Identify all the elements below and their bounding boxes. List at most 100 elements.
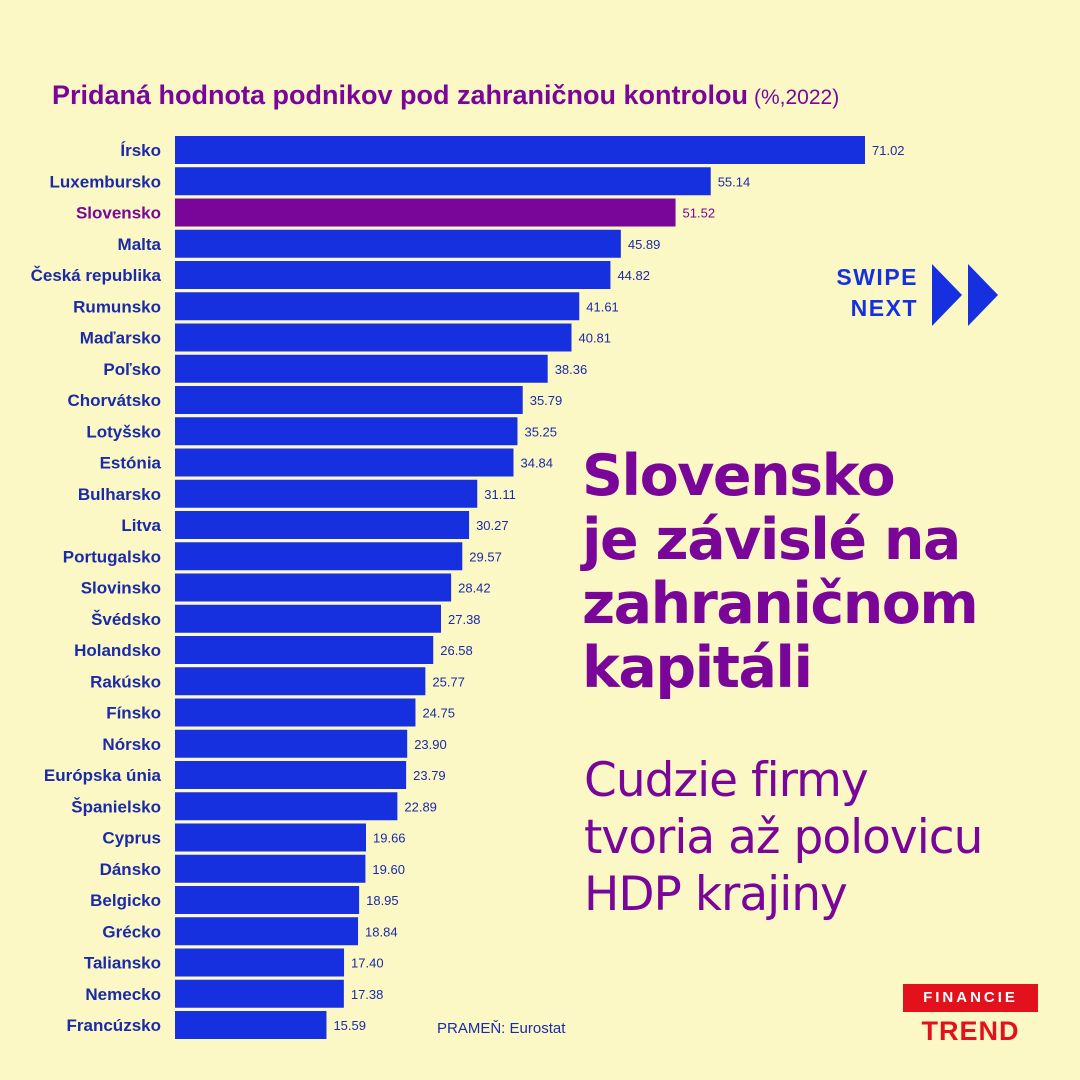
headline-line: Slovensko [582, 443, 896, 509]
swipe-label-line2: NEXT [850, 295, 918, 321]
value-label: 34.84 [520, 456, 553, 471]
value-label: 24.75 [422, 706, 455, 721]
category-label: Španielsko [71, 797, 161, 816]
bar-21 [175, 792, 398, 821]
value-label: 38.36 [555, 362, 588, 377]
subheadline-line: Cudzie firmy [584, 753, 869, 808]
value-label: 51.52 [683, 206, 716, 221]
brand-logo-top: FINANCIE [903, 984, 1038, 1012]
category-label: Poľsko [103, 360, 161, 379]
subheadline-line: HDP krajiny [584, 867, 848, 922]
category-label: Slovensko [76, 204, 161, 223]
category-label: Česká republika [31, 266, 162, 285]
bar-0 [175, 136, 865, 164]
category-label: Rumunsko [73, 297, 161, 316]
bar-7 [175, 354, 548, 383]
value-label: 35.25 [524, 424, 557, 439]
chart-unit: (%,2022) [754, 86, 840, 109]
headline-line: zahraničnom [582, 571, 979, 637]
value-label: 41.61 [586, 299, 619, 314]
bar-1 [175, 167, 711, 196]
headline-line: je závislé na [582, 507, 961, 573]
bar-22 [175, 823, 367, 852]
bar-17 [175, 667, 426, 696]
category-label: Švédsko [91, 610, 161, 629]
category-label: Portugalsko [63, 547, 161, 566]
bar-26 [175, 948, 345, 977]
value-label: 35.79 [530, 393, 563, 408]
bar-15 [175, 604, 442, 633]
category-label: Dánsko [100, 860, 161, 879]
value-label: 55.14 [718, 174, 751, 189]
category-label: Bulharsko [78, 485, 161, 504]
value-label: 23.90 [414, 737, 447, 752]
bar-28 [175, 1011, 327, 1039]
category-label: Maďarsko [80, 329, 161, 348]
value-label: 29.57 [469, 549, 502, 564]
value-label: 27.38 [448, 612, 481, 627]
value-label: 31.11 [484, 487, 516, 502]
bar-16 [175, 636, 434, 664]
category-label: Luxembursko [50, 172, 161, 191]
category-label: Belgicko [90, 891, 161, 910]
chart-title: Pridaná hodnota podnikov pod zahraničnou… [52, 80, 748, 110]
bar-14 [175, 573, 452, 602]
category-label: Slovinsko [81, 579, 161, 598]
bar-12 [175, 511, 470, 539]
bar-9 [175, 417, 518, 446]
bar-10 [175, 448, 514, 477]
subheadline-line: tvoria až polovicu [584, 810, 983, 865]
bar-27 [175, 979, 344, 1008]
value-label: 19.60 [372, 862, 405, 877]
value-label: 22.89 [404, 799, 437, 814]
value-label: 23.79 [413, 768, 446, 783]
bar-20 [175, 761, 407, 789]
value-label: 19.66 [373, 831, 406, 846]
value-label: 18.95 [366, 893, 399, 908]
category-label: Cyprus [102, 829, 161, 848]
value-label: 40.81 [578, 331, 611, 346]
bar-8 [175, 386, 523, 414]
swipe-label-line1: SWIPE [836, 264, 918, 290]
bar-24 [175, 886, 360, 914]
value-label: 44.82 [617, 268, 650, 283]
swipe-label: SWIPE NEXT [820, 262, 918, 324]
bar-18 [175, 698, 416, 727]
value-label: 71.02 [872, 143, 905, 158]
subheadline: Cudzie firmy tvoria až polovicu HDP kraj… [584, 752, 1054, 923]
value-label: 26.58 [440, 643, 473, 658]
category-label: Malta [118, 235, 162, 254]
category-label: Chorvátsko [67, 391, 161, 410]
value-label: 25.77 [432, 674, 465, 689]
value-label: 17.38 [351, 987, 384, 1002]
category-label: Rakúsko [90, 672, 161, 691]
source-note: PRAMEŇ: Eurostat [437, 1020, 566, 1037]
category-label: Grécko [102, 922, 161, 941]
category-label: Európska únia [44, 766, 162, 785]
category-label: Holandsko [74, 641, 161, 660]
brand-logo-bottom: TREND [921, 1016, 1020, 1046]
value-label: 15.59 [333, 1018, 366, 1033]
category-label: Lotyšsko [86, 422, 161, 441]
category-label: Litva [121, 516, 161, 535]
double-chevron-right-icon [932, 264, 998, 326]
brand-logo: FINANCIE TREND [903, 984, 1038, 1046]
bar-11 [175, 479, 478, 508]
value-label: 18.84 [365, 924, 398, 939]
bar-2 [175, 198, 676, 227]
category-label: Francúzsko [67, 1016, 161, 1035]
bar-25 [175, 917, 359, 946]
swipe-next-button[interactable]: SWIPE NEXT [820, 262, 1010, 328]
category-label: Estónia [100, 454, 162, 473]
category-label: Nórsko [102, 735, 161, 754]
bar-6 [175, 323, 572, 352]
bar-19 [175, 729, 408, 758]
headline: Slovensko je závislé na zahraničnom kapi… [582, 444, 1052, 700]
bar-3 [175, 229, 621, 258]
value-label: 30.27 [476, 518, 509, 533]
value-label: 28.42 [458, 581, 491, 596]
bar-13 [175, 542, 463, 571]
value-label: 17.40 [351, 956, 384, 971]
category-label: Nemecko [85, 985, 161, 1004]
